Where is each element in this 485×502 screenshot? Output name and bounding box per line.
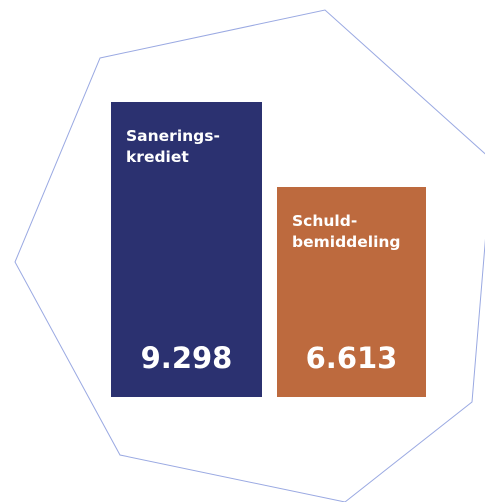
value-label: 6.613 [305,340,398,375]
category-label: Sanerings- krediet [126,127,220,166]
bar: Sanerings- krediet 9.298 [111,102,262,397]
category-label: Schuld- bemiddeling [292,212,401,252]
value-label: 9.298 [140,341,233,375]
bar: Schuld- bemiddeling 6.613 [277,187,426,397]
heptagon [14,9,485,502]
